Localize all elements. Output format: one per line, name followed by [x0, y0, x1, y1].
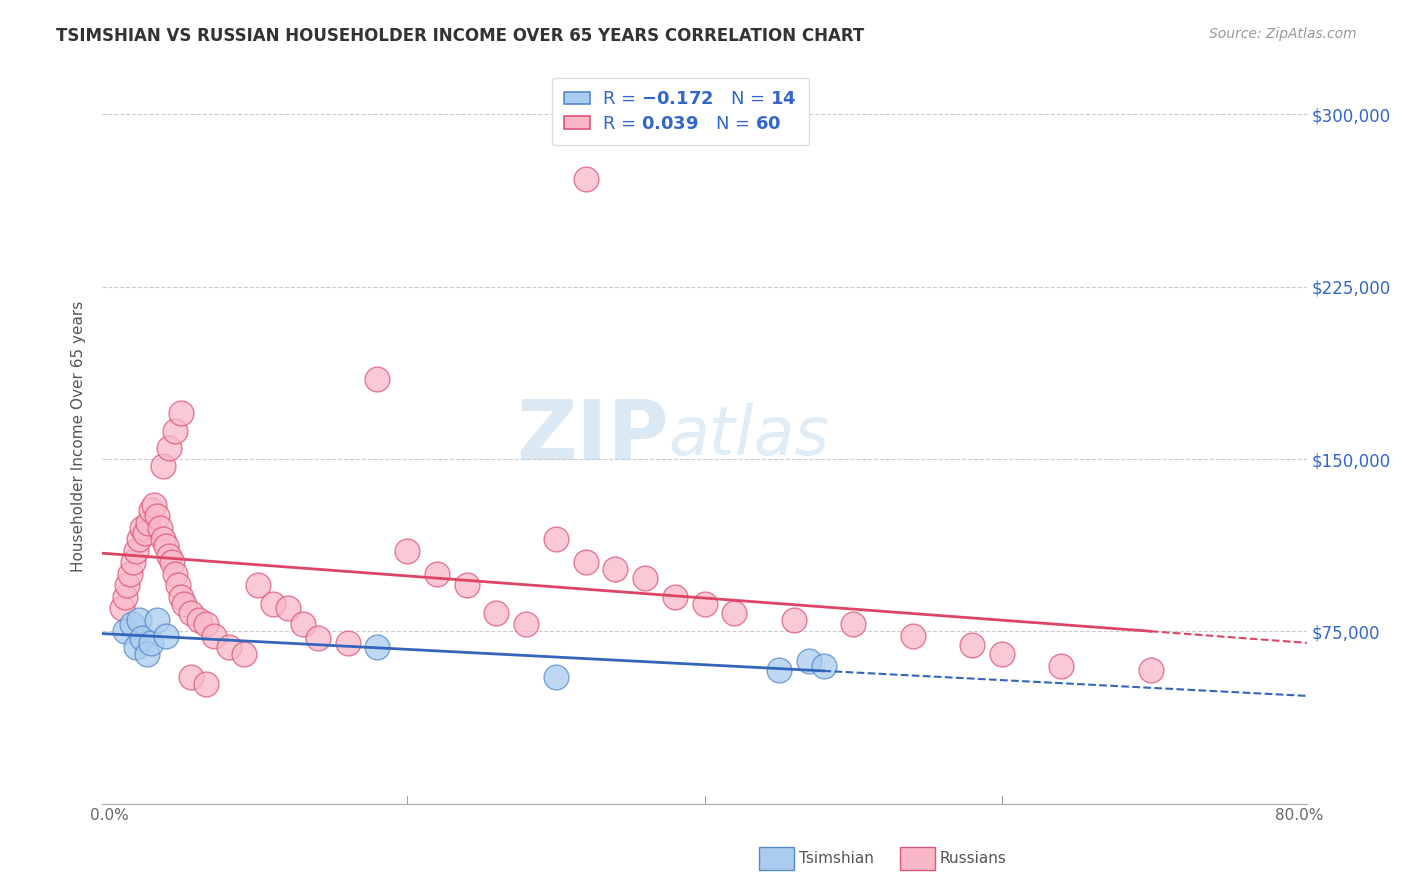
Point	[544, 670, 567, 684]
Point	[456, 578, 478, 592]
Point	[202, 629, 225, 643]
Point	[515, 617, 537, 632]
Point	[195, 617, 218, 632]
Point	[136, 516, 159, 531]
Point	[114, 624, 136, 639]
Point	[117, 578, 139, 592]
Point	[155, 539, 177, 553]
Point	[110, 601, 132, 615]
Point	[962, 638, 984, 652]
Point	[122, 556, 145, 570]
Point	[125, 544, 148, 558]
Point	[218, 640, 240, 655]
Point	[146, 509, 169, 524]
Point	[187, 613, 209, 627]
Point	[155, 629, 177, 643]
Point	[152, 458, 174, 473]
Point	[131, 631, 153, 645]
Point	[605, 562, 627, 576]
Point	[128, 533, 150, 547]
Point	[173, 597, 195, 611]
Point	[128, 613, 150, 627]
Point	[366, 640, 388, 655]
Point	[768, 664, 790, 678]
Y-axis label: Householder Income Over 65 years: Householder Income Over 65 years	[72, 301, 86, 572]
Point	[247, 578, 270, 592]
Point	[723, 606, 745, 620]
Text: TSIMSHIAN VS RUSSIAN HOUSEHOLDER INCOME OVER 65 YEARS CORRELATION CHART: TSIMSHIAN VS RUSSIAN HOUSEHOLDER INCOME …	[56, 27, 865, 45]
Legend: R = $\mathbf{-0.172}$   N = $\mathbf{ 14}$, R = $\mathbf{0.039}$   N = $\mathbf{: R = $\mathbf{-0.172}$ N = $\mathbf{ 14}$…	[551, 78, 810, 145]
Point	[262, 597, 284, 611]
Point	[813, 658, 835, 673]
Point	[120, 566, 142, 581]
Point	[664, 590, 686, 604]
Point	[167, 578, 190, 592]
Point	[149, 521, 172, 535]
Text: Tsimshian: Tsimshian	[799, 851, 873, 865]
Point	[180, 606, 202, 620]
Text: ZIP: ZIP	[516, 395, 668, 476]
Point	[307, 631, 329, 645]
Point	[125, 640, 148, 655]
Text: atlas: atlas	[668, 403, 830, 469]
Point	[277, 601, 299, 615]
Point	[170, 590, 193, 604]
Point	[121, 617, 143, 632]
Point	[160, 556, 183, 570]
Point	[1139, 664, 1161, 678]
Point	[157, 441, 180, 455]
Point	[901, 629, 924, 643]
Point	[146, 613, 169, 627]
Point	[574, 556, 596, 570]
Point	[396, 544, 419, 558]
Point	[291, 617, 314, 632]
Point	[195, 677, 218, 691]
Point	[366, 371, 388, 385]
Point	[134, 525, 156, 540]
Point	[170, 406, 193, 420]
Point	[141, 502, 163, 516]
Point	[165, 566, 187, 581]
Point	[991, 648, 1014, 662]
Text: Source: ZipAtlas.com: Source: ZipAtlas.com	[1209, 27, 1357, 41]
Point	[141, 636, 163, 650]
Point	[544, 533, 567, 547]
Point	[114, 590, 136, 604]
Point	[336, 636, 359, 650]
Point	[143, 498, 166, 512]
Point	[131, 521, 153, 535]
Point	[426, 566, 449, 581]
Point	[842, 617, 865, 632]
Point	[797, 654, 820, 668]
Point	[1050, 658, 1073, 673]
Point	[485, 606, 508, 620]
Point	[574, 171, 596, 186]
Point	[693, 597, 716, 611]
Point	[135, 648, 157, 662]
Point	[157, 549, 180, 563]
Point	[165, 425, 187, 439]
Point	[634, 572, 657, 586]
Text: Russians: Russians	[939, 851, 1007, 865]
Point	[232, 648, 254, 662]
Point	[180, 670, 202, 684]
Point	[152, 533, 174, 547]
Point	[783, 613, 806, 627]
